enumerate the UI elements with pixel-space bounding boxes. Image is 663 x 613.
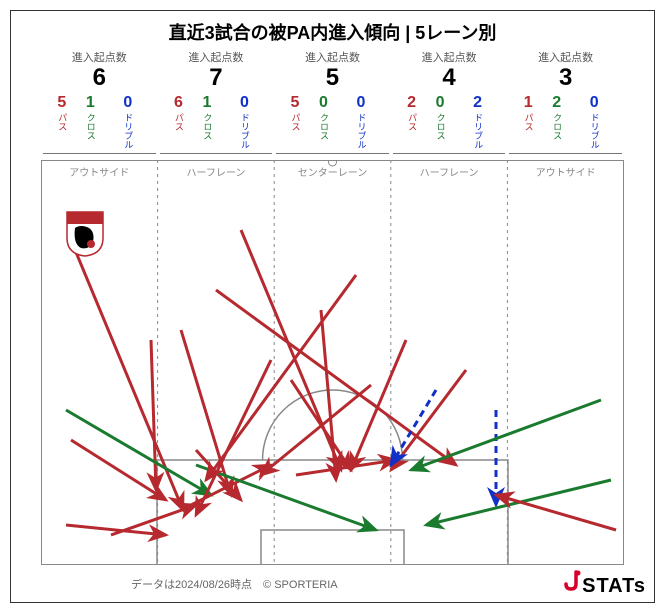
lane-stat: 進入起点数4 2パス 0クロス2ドリブル <box>393 49 506 154</box>
lanes-header: 進入起点数65パス1クロス0ドリブル進入起点数76パス1クロス0ドリブル進入起点… <box>11 49 654 154</box>
lane-name: センターレーン <box>274 164 391 179</box>
bd-pass: 5パス <box>53 95 71 149</box>
footer: データは2024/08/26時点 © SPORTERIA STATs <box>11 570 646 598</box>
bd-pass: 1パス <box>519 95 537 149</box>
chart-container: 直近3試合の被PA内進入傾向 | 5レーン別 進入起点数65パス1クロス0ドリブ… <box>10 10 655 603</box>
bd-dribble: 0ドリブル <box>576 95 612 149</box>
lane-label: 進入起点数 <box>509 49 622 65</box>
bd-cross: 0クロス <box>427 95 454 149</box>
bd-pass: 6パス <box>169 95 187 149</box>
bd-cross: 1クロス <box>193 95 220 149</box>
brand-logo: STATs <box>564 570 646 598</box>
lane-total: 7 <box>160 65 273 91</box>
lane-breakdown: 6パス 1クロス0ドリブル <box>160 95 273 149</box>
j-icon <box>564 570 582 592</box>
lane-name: アウトサイド <box>41 164 158 179</box>
chart-title: 直近3試合の被PA内進入傾向 | 5レーン別 <box>11 11 654 49</box>
lane-total: 6 <box>43 65 156 91</box>
lane-names-row: アウトサイドハーフレーンセンターレーンハーフレーンアウトサイド <box>41 164 624 179</box>
lane-total: 4 <box>393 65 506 91</box>
lane-breakdown: 5パス 0クロス0ドリブル <box>276 95 389 149</box>
bd-dribble: 0ドリブル <box>110 95 146 149</box>
bd-pass: 5パス <box>286 95 304 149</box>
team-logo <box>61 210 109 258</box>
lane-stat: 進入起点数3 1パス 2クロス0ドリブル <box>509 49 622 154</box>
bd-dribble: 0ドリブル <box>226 95 262 149</box>
lane-label: 進入起点数 <box>276 49 389 65</box>
bd-dribble: 2ドリブル <box>460 95 496 149</box>
lane-breakdown: 5パス 1クロス0ドリブル <box>43 95 156 149</box>
lane-name: ハーフレーン <box>391 164 508 179</box>
bd-dribble: 0ドリブル <box>343 95 379 149</box>
lane-label: 進入起点数 <box>160 49 273 65</box>
footer-text: データは2024/08/26時点 © SPORTERIA <box>131 576 338 592</box>
pitch-area: アウトサイドハーフレーンセンターレーンハーフレーンアウトサイド <box>41 160 624 565</box>
bd-cross: 2クロス <box>543 95 570 149</box>
pitch-svg <box>41 160 624 565</box>
lane-stat: 進入起点数7 6パス 1クロス0ドリブル <box>160 49 273 154</box>
lane-label: 進入起点数 <box>393 49 506 65</box>
lane-name: ハーフレーン <box>158 164 275 179</box>
lane-name: アウトサイド <box>507 164 624 179</box>
lane-label: 進入起点数 <box>43 49 156 65</box>
lane-total: 5 <box>276 65 389 91</box>
lane-stat: 進入起点数6 5パス 1クロス0ドリブル <box>43 49 156 154</box>
lane-stat: 進入起点数5 5パス 0クロス0ドリブル <box>276 49 389 154</box>
bd-cross: 1クロス <box>77 95 104 149</box>
lane-breakdown: 1パス 2クロス0ドリブル <box>509 95 622 149</box>
lane-breakdown: 2パス 0クロス2ドリブル <box>393 95 506 149</box>
bd-cross: 0クロス <box>310 95 337 149</box>
lane-total: 3 <box>509 65 622 91</box>
bd-pass: 2パス <box>403 95 421 149</box>
